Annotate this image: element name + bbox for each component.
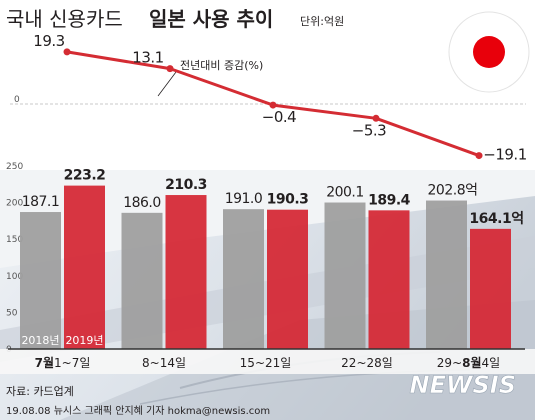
category-labels: 7월1~7일 8~14일 15~21일 22~28일 29~8월4일 [35, 355, 501, 370]
bar-value-label: 190.3 [267, 192, 309, 208]
bar-2018 [426, 200, 467, 349]
unit-label: 단위:억원 [300, 15, 344, 28]
category-label-normal: 22~28일 [341, 356, 393, 370]
bar-value-label: 202.8억 [428, 183, 478, 199]
bar-2019 [368, 210, 410, 349]
category-label: 7월1~7일 [35, 355, 91, 370]
line-point [63, 48, 71, 56]
line-value-label: −5.3 [352, 121, 386, 139]
bar-2018 [20, 212, 61, 349]
bar-value-label: 186.0 [123, 195, 161, 211]
bar-2019 [470, 228, 511, 349]
legend-line-label: 전년대비 증감(%) [180, 59, 263, 72]
bar-value-label: 191.0 [225, 191, 263, 207]
line-point [269, 101, 277, 109]
chart-title-bold: 일본 사용 추이 [149, 7, 273, 31]
y-tick-label: 150 [6, 235, 23, 245]
bar-value-label: 187.1 [22, 194, 60, 210]
category-label-normal: 8~14일 [142, 356, 186, 370]
bar-2018 [121, 212, 163, 349]
bar-2019 [267, 209, 308, 349]
category-strip [0, 349, 535, 374]
line-point [475, 152, 483, 160]
newsis-watermark: NEWSIS [410, 371, 516, 399]
series-label-2018: 2018년 [21, 334, 59, 347]
bar-2019 [64, 185, 105, 349]
line-point [166, 65, 174, 73]
line-point [372, 114, 380, 122]
card-usage-bar-chart: 050100150200250187.1223.2186.0210.3191.0… [6, 162, 524, 355]
series-label-2019: 2019년 [65, 334, 103, 347]
credit-label: 19.08.08 뉴시스 그래픽 안지혜 기자 hokma@newsis.com [6, 405, 270, 417]
y-tick-label: 50 [6, 308, 18, 318]
category-label-normal: 4일 [482, 356, 501, 370]
line-value-label: 13.1 [132, 49, 163, 67]
category-label: 22~28일 [341, 356, 393, 370]
category-label: 15~21일 [240, 356, 292, 370]
y-tick-label: 200 [6, 199, 23, 209]
japan-flag-icon [448, 11, 530, 93]
zero-tick-label: 0 [14, 95, 20, 105]
chart-title-light: 국내 신용카드 [6, 7, 123, 31]
bar-value-label: 210.3 [165, 177, 207, 193]
y-tick-label: 100 [6, 272, 23, 282]
bar-value-label: 200.1 [326, 185, 364, 201]
bar-2019 [165, 195, 207, 349]
line-value-label: 19.3 [33, 32, 64, 50]
bar-2018 [223, 209, 264, 349]
percent-change-line-chart: 0 전년대비 증감(%) 19.3 13.1 −0.4 −5.3 −19.1 [10, 32, 527, 164]
line-value-label: −19.1 [483, 146, 526, 164]
category-label: 8~14일 [142, 356, 186, 370]
line-value-label: −0.4 [262, 108, 296, 126]
y-tick-label: 250 [6, 162, 23, 172]
source-label: 자료: 카드업계 [6, 385, 74, 398]
category-label-bold: 7월 [35, 355, 54, 370]
bar-value-label: 223.2 [64, 168, 106, 184]
bar-value-label: 189.4 [368, 192, 411, 208]
category-label-pre: 29~ [437, 356, 462, 370]
category-label: 29~8월4일 [437, 355, 500, 370]
category-label-normal: 15~21일 [240, 356, 292, 370]
bar-2018 [324, 202, 366, 349]
category-label-normal: 1~7일 [54, 356, 90, 370]
category-label-bold: 8월 [462, 355, 481, 370]
legend-leader-line [157, 71, 177, 97]
bar-value-label: 164.1억 [469, 211, 523, 227]
